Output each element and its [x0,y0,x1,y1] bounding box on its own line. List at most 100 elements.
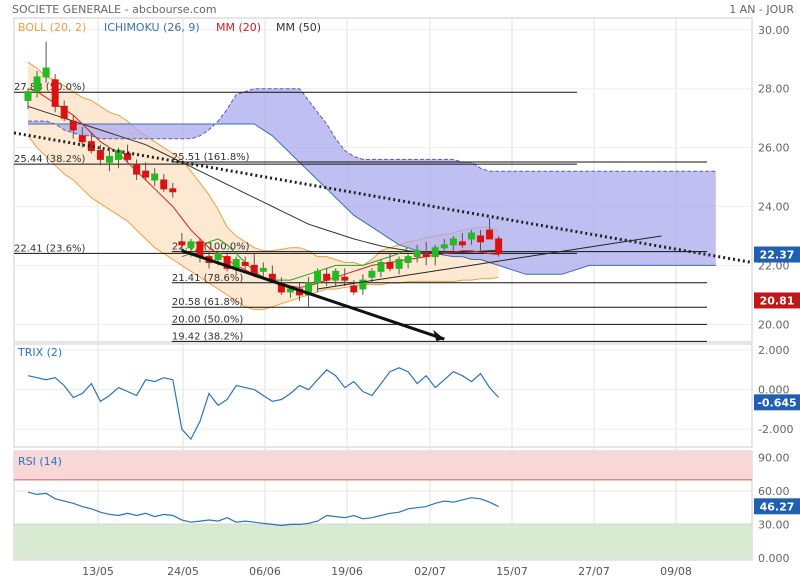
y-tick-label: 26.00 [758,142,790,155]
candle-body [151,173,159,181]
rsi-panel-title: RSI (14) [18,455,62,468]
x-tick-label: 09/08 [660,565,692,578]
candle-body [160,179,168,190]
bollinger-lower-line [27,135,499,311]
candle-body [477,235,484,243]
candle-body [214,253,222,261]
down-arrow-line [181,249,445,341]
bollinger-band-fill [28,62,499,310]
rsi-oversold-zone [14,524,752,560]
candle-body [187,241,195,249]
chart-title: SOCIETE GENERALE - abcbourse.com [12,3,217,16]
y-tick-label: 22.00 [758,259,790,272]
candle-body [467,232,475,240]
trix-panel-title: TRIX (2) [17,346,62,359]
level-label: 20.58 (61.8%) [172,297,243,308]
candle-body [341,276,349,281]
y-tick-label: 30.00 [758,518,790,531]
candle-body [458,241,466,246]
candle-body [368,270,376,278]
level-label: 21.41 (78.6%) [172,273,243,284]
candle-body [124,152,132,160]
trix-line [27,367,500,441]
x-tick-label: 06/06 [249,565,281,578]
candle-body [404,256,412,263]
last-price-badge-label: 22.37 [760,249,795,262]
candle-body [33,76,41,93]
candle-body [69,120,77,131]
candle-body [60,105,68,119]
candle-body [51,79,59,107]
senkou-span-a-line [28,88,716,172]
rsi-line [27,491,499,527]
candle-body [223,256,231,269]
candle-body [332,270,340,281]
legend-item-1: BOLL (20, 2) [18,21,86,34]
candle-body [169,188,177,193]
rsi-value-badge [754,498,800,515]
candle-body [314,270,322,284]
candle-body [286,288,294,293]
candle-body [259,267,267,272]
level-label: 22.47 (100.0%) [172,242,250,253]
period-label[interactable]: 1 AN - JOUR [729,3,794,16]
candle-body [359,279,367,290]
candle-body [196,241,204,258]
candle-body [386,261,394,269]
candle-body [142,170,150,178]
x-tick-label: 15/07 [496,565,528,578]
candle-body [495,238,503,255]
candle-body [486,229,494,240]
candle-body [178,241,186,246]
legend-item-4: MM (50) [276,21,321,34]
candle-body [241,261,249,266]
candle-body [42,67,50,78]
candle-body [413,250,421,258]
candle-body [440,244,448,249]
candle-body [422,253,430,258]
y-tick-label: 90.00 [758,452,790,465]
level-label: 25.51 (161.8%) [172,152,250,163]
y-tick-label: 60.00 [758,485,790,498]
y-tick-label: 0.000 [758,384,790,397]
candle-body [133,164,141,175]
candle-body [377,261,385,272]
legend-item-2: ICHIMOKU (26, 9) [104,21,200,34]
y-tick-label: 28.00 [758,83,790,96]
ref-price-badge-label: 20.81 [760,294,795,307]
x-tick-label: 27/07 [578,565,610,578]
level-label: 19.42 (38.2%) [172,331,243,342]
level-label: 25.44 (38.2%) [14,154,85,165]
senkou-span-b-line [28,123,716,275]
x-tick-label: 19/06 [331,565,363,578]
candle-body [350,285,358,293]
candle-body [323,273,331,281]
ichimoku-cloud-fill [28,88,716,275]
rsi-overbought-zone [14,451,752,480]
y-tick-label: -2.000 [758,423,793,436]
y-tick-label: 20.00 [758,318,790,331]
y-tick-label: 0.000 [758,552,790,565]
panel-frame-trix [13,343,753,448]
x-tick-label: 13/05 [82,565,114,578]
candle-body [24,91,32,101]
x-tick-label: 02/07 [414,565,446,578]
candle-body [431,247,439,258]
trix-value-badge-label: -0.645 [757,396,796,409]
last-price-badge [754,246,800,263]
y-tick-label: 30.00 [758,24,790,37]
candle-body [78,135,86,143]
trix-value-badge [754,394,800,411]
y-tick-label: 2.000 [758,344,790,357]
panel-frame-price [13,17,753,343]
level-label: 20.00 (50.0%) [172,314,243,325]
kijun-line [181,238,409,281]
rising-trendline [317,235,662,290]
candle-body [449,238,457,246]
ref-price-badge [754,292,800,309]
rsi-value-badge-label: 46.27 [760,500,795,513]
down-arrow-head [433,330,445,342]
level-label: 22.41 (23.6%) [14,243,85,254]
